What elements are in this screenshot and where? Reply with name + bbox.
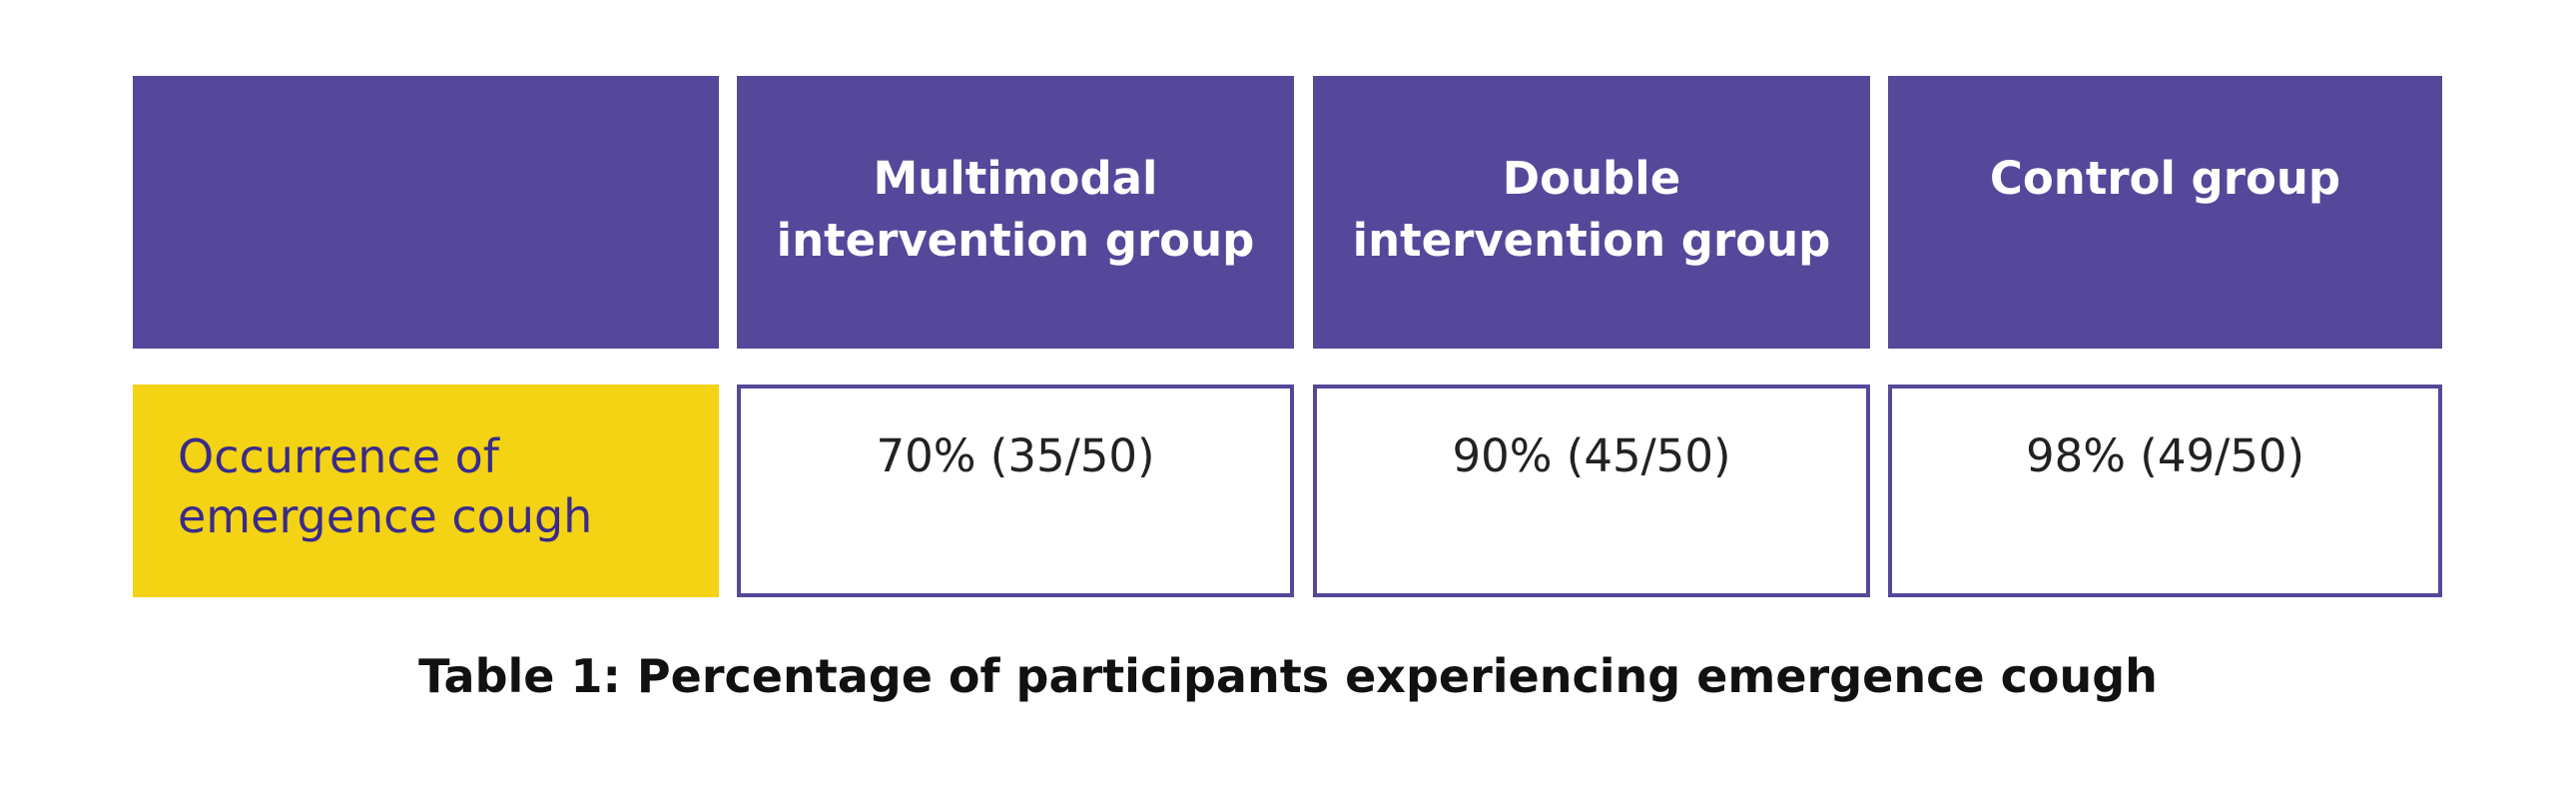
cell-double-value: 90% (45/50) <box>1313 385 1870 597</box>
cell-multimodal-value: 70% (35/50) <box>737 385 1294 597</box>
header-empty-cell <box>133 76 719 349</box>
table-caption: Table 1: Percentage of participants expe… <box>418 649 2158 703</box>
header-multimodal-label: Multimodal intervention group <box>776 152 1255 267</box>
header-control-label: Control group <box>1989 152 2341 205</box>
cell-control-value: 98% (49/50) <box>1888 385 2442 597</box>
header-double-group: Double intervention group <box>1313 76 1870 349</box>
row-label-emergence-cough: Occurrence of emergence cough <box>133 385 719 597</box>
header-multimodal-group: Multimodal intervention group <box>737 76 1294 349</box>
header-control-group: Control group <box>1888 76 2442 349</box>
header-double-label: Double intervention group <box>1352 152 1831 267</box>
